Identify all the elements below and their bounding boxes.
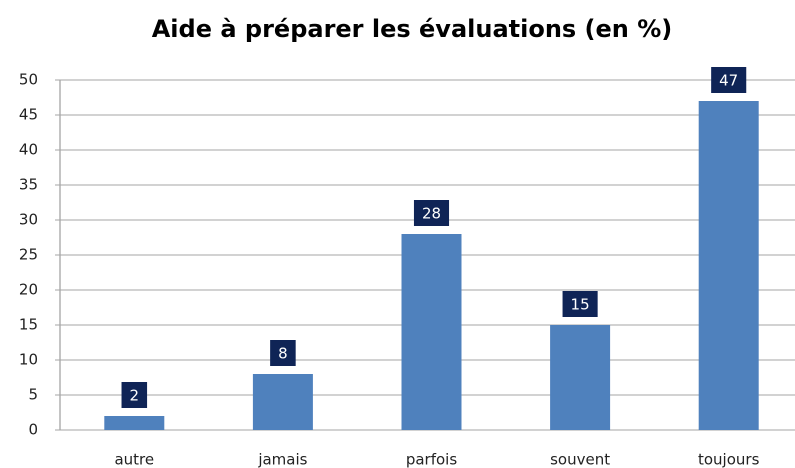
y-tick-label: 5	[28, 386, 38, 404]
y-tick-label: 30	[19, 211, 38, 229]
data-label: 2	[130, 387, 140, 405]
label-box	[711, 67, 747, 93]
data-label: 8	[278, 345, 288, 363]
data-label: 28	[422, 205, 441, 223]
x-tick-label: jamais	[257, 451, 307, 468]
y-tick-label: 15	[19, 316, 38, 334]
y-tick-label: 50	[19, 71, 38, 89]
y-tick-label: 20	[19, 281, 38, 299]
y-tick-label: 40	[19, 141, 38, 159]
label-box	[270, 340, 296, 366]
y-tick-label: 0	[28, 421, 38, 439]
y-tick-label: 35	[19, 176, 38, 194]
y-tick-label: 45	[19, 106, 38, 124]
y-tick-label: 10	[19, 351, 38, 369]
bar	[698, 101, 759, 430]
label-box	[121, 382, 148, 408]
data-label: 47	[719, 72, 738, 90]
bar	[401, 234, 462, 430]
label-box	[562, 291, 598, 317]
x-tick-label: toujours	[698, 451, 760, 468]
x-tick-label: parfois	[406, 451, 458, 468]
bar	[550, 325, 611, 430]
y-tick-label: 25	[19, 246, 38, 264]
x-tick-label: souvent	[550, 451, 610, 468]
data-label: 15	[571, 296, 590, 314]
bar	[252, 374, 313, 430]
bar	[104, 416, 165, 430]
x-tick-label: autre	[114, 451, 154, 468]
chart-title: Aide à préparer les évaluations (en %)	[152, 15, 673, 43]
label-box	[413, 200, 450, 226]
